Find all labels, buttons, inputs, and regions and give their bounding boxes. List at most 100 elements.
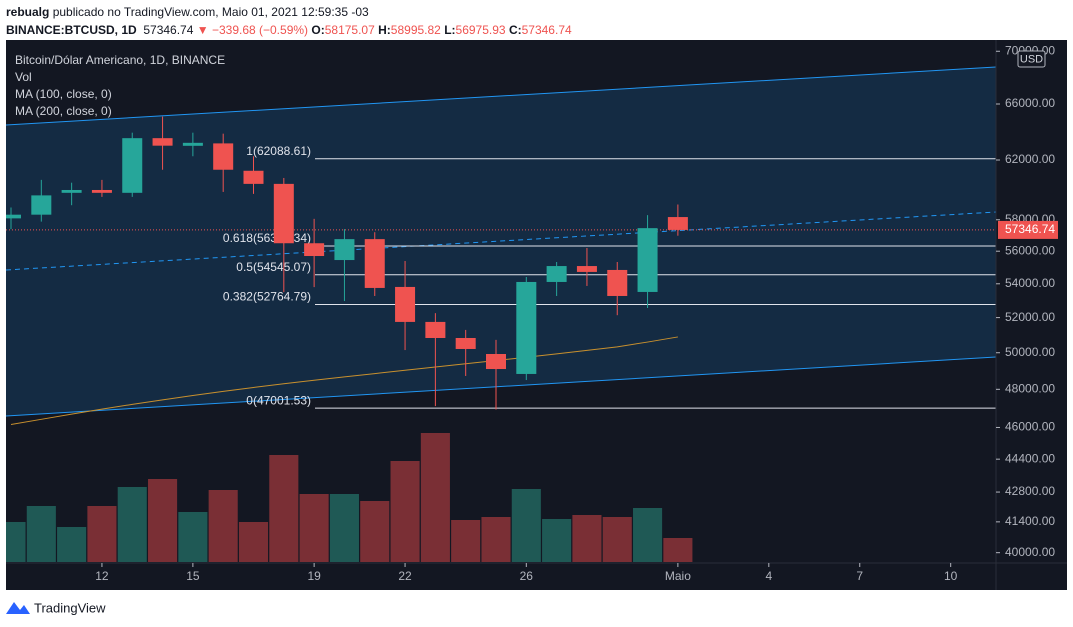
candle-body xyxy=(667,217,688,230)
price-pane: 1(62088.61) 0.618(56325.34) 0.5(54545.07) 0… xyxy=(6,116,996,426)
candle-body xyxy=(31,195,52,215)
candle-body xyxy=(122,138,143,193)
candle-body xyxy=(334,239,355,261)
candle-body xyxy=(364,239,385,288)
volume-pane xyxy=(6,433,693,562)
ohlc-label: H: xyxy=(378,23,391,37)
y-tick-label: 48000.00 xyxy=(1005,381,1055,395)
candle-body xyxy=(637,228,658,292)
footer-logo: TradingView xyxy=(6,600,106,615)
fib-label: 0.618(56325.34) xyxy=(223,231,311,245)
ohlc-value: 57346.74 xyxy=(521,23,572,37)
volume-bar xyxy=(542,519,572,562)
volume-bar xyxy=(451,520,481,562)
x-tick-label: 7 xyxy=(856,569,863,583)
candle-body xyxy=(546,266,567,282)
candle-body xyxy=(395,286,416,322)
last-price-label: 57346.74 xyxy=(1005,222,1055,236)
volume-bar xyxy=(663,538,693,562)
y-tick-label: 66000.00 xyxy=(1005,96,1055,110)
ohlc-label: C: xyxy=(508,23,522,37)
y-tick-label: 56000.00 xyxy=(1005,243,1055,257)
ohlc-label: O: xyxy=(311,23,325,37)
fib-label: 0.5(54545.07) xyxy=(236,260,311,274)
change: ▼ −339.68 (−0.59%) xyxy=(196,23,309,37)
last-price-badge xyxy=(998,220,1058,239)
candle-body xyxy=(182,142,203,146)
volume-bar xyxy=(87,506,117,562)
candle-body xyxy=(425,321,446,338)
candle-body xyxy=(243,170,264,184)
volume-bar xyxy=(26,506,56,562)
y-tick-label: 46000.00 xyxy=(1005,420,1055,434)
legend-indicator: MA (100, close, 0) xyxy=(15,87,112,101)
channel-upper xyxy=(6,66,996,126)
header-row: BINANCE:BTCUSD, 1D 57346.74 ▼ −339.68 (−… xyxy=(6,21,572,39)
currency: USD xyxy=(1020,53,1043,65)
x-tick-label: 15 xyxy=(186,569,200,583)
volume-bar xyxy=(6,522,26,562)
drawings xyxy=(6,66,996,417)
candle-body xyxy=(304,243,325,257)
candle-body xyxy=(152,138,173,146)
volume-bar xyxy=(360,501,390,562)
fib-label: 1(62088.61) xyxy=(246,144,311,158)
candle-body xyxy=(273,183,294,244)
ohlc-value: 58175.07 xyxy=(324,23,375,37)
x-tick-label: 10 xyxy=(944,569,958,583)
volume-bar xyxy=(511,489,541,562)
axes: 40000.00 41400.00 42800.00 44400.00 46000.00… xyxy=(95,43,1058,583)
legend-title: Bitcoin/Dólar Americano, 1D, BINANCE xyxy=(15,53,225,67)
y-tick-label: 52000.00 xyxy=(1005,310,1055,324)
last-price: 57346.74 xyxy=(143,23,194,37)
legend-volume: Vol xyxy=(15,70,32,84)
candle-body xyxy=(61,189,82,193)
volume-bar xyxy=(390,461,420,562)
volume-bar xyxy=(178,512,208,562)
ohlc-value: 56975.93 xyxy=(455,23,506,37)
x-tick-label: 26 xyxy=(520,569,534,583)
fib-label: 0.382(52764.79) xyxy=(223,290,311,304)
candle-body xyxy=(485,353,507,370)
channel-lower xyxy=(6,356,996,417)
y-tick-label: 44400.00 xyxy=(1005,451,1055,465)
y-tick-label: 62000.00 xyxy=(1005,152,1055,166)
y-tick-label: 54000.00 xyxy=(1005,276,1055,290)
y-tick-label: 42800.00 xyxy=(1005,484,1055,498)
volume-bar xyxy=(299,494,329,562)
y-tick-label: 50000.00 xyxy=(1005,345,1055,359)
candle-body xyxy=(91,189,112,193)
volume-bar xyxy=(481,517,511,562)
x-tick-label: 22 xyxy=(398,569,412,583)
ohlc-label: L: xyxy=(444,23,456,37)
candle-body xyxy=(576,266,597,272)
candle-body xyxy=(516,281,537,374)
channel-middle xyxy=(6,211,996,271)
volume-bar xyxy=(633,508,663,562)
candle-body xyxy=(455,337,476,349)
legend-indicator: MA (200, close, 0) xyxy=(15,104,112,118)
candle-body xyxy=(607,269,628,296)
volume-bar xyxy=(148,479,178,562)
symbol: BINANCE:BTCUSD, 1D xyxy=(6,23,137,37)
brand: TradingView xyxy=(34,600,106,615)
header: rebualg publicado no TradingView.com, Ma… xyxy=(6,3,572,39)
volume-bar xyxy=(57,527,87,562)
logo-mark xyxy=(6,602,30,614)
x-tick-label: 12 xyxy=(95,569,109,583)
x-tick-label: 19 xyxy=(307,569,321,583)
volume-bar xyxy=(117,487,147,562)
header-row: rebualg publicado no TradingView.com, Ma… xyxy=(6,3,572,21)
volume-bar xyxy=(208,490,238,562)
volume-bar xyxy=(269,455,299,562)
ohlc-value: 58995.82 xyxy=(390,23,441,37)
author: rebualg xyxy=(6,5,50,19)
y-tick-label: 41400.00 xyxy=(1005,514,1055,528)
y-tick-label: 40000.00 xyxy=(1005,545,1055,559)
volume-bar xyxy=(602,517,632,562)
volume-bar xyxy=(420,433,450,562)
x-tick-label: 4 xyxy=(765,569,772,583)
fib-label: 0(47001.53) xyxy=(246,393,311,407)
